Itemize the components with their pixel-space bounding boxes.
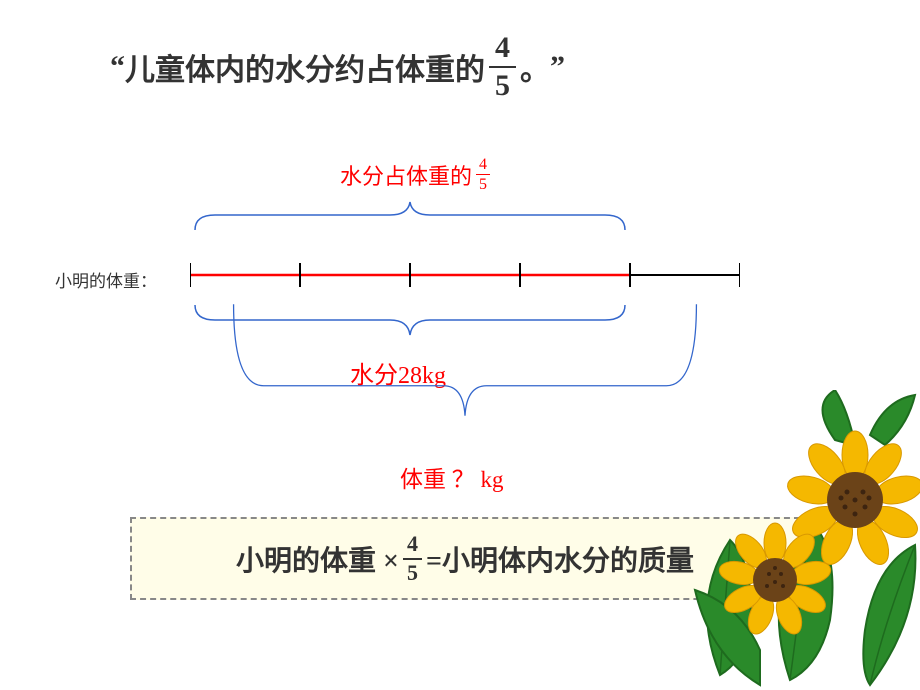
- number-line: [190, 260, 740, 290]
- header-fraction: 4 5: [489, 30, 516, 104]
- quote-close: ”: [550, 50, 565, 84]
- eq-frac-num: 4: [403, 531, 422, 559]
- header-quote: “ 儿童体内的水分约占体重的 4 5 。 ”: [110, 30, 565, 104]
- weight-question-label: 体重 ？ kg: [400, 460, 504, 494]
- header-frac-den: 5: [489, 68, 516, 104]
- top-label-text: 水分占体重的: [340, 159, 472, 191]
- brace-top: [190, 200, 630, 235]
- equation-part2: =小明体内水分的质量: [426, 539, 694, 579]
- header-frac-num: 4: [489, 30, 516, 68]
- top-frac-den: 5: [476, 175, 490, 194]
- axis-label: 小明的体重：: [55, 267, 157, 292]
- header-text-before: 儿童体内的水分约占体重的: [125, 45, 485, 89]
- quote-open: “: [110, 50, 125, 84]
- eq-frac-den: 5: [403, 560, 422, 586]
- header-text-after: 。: [520, 45, 550, 89]
- equation-fraction: 4 5: [403, 531, 422, 586]
- top-fraction-label: 水分占体重的 4 5: [340, 155, 494, 194]
- equation-part1: 小明的体重 ×: [236, 539, 399, 579]
- top-frac-num: 4: [476, 155, 490, 175]
- top-label-fraction: 4 5: [476, 155, 490, 194]
- sunflower-decoration: [660, 390, 920, 690]
- brace-bottom: [190, 300, 740, 420]
